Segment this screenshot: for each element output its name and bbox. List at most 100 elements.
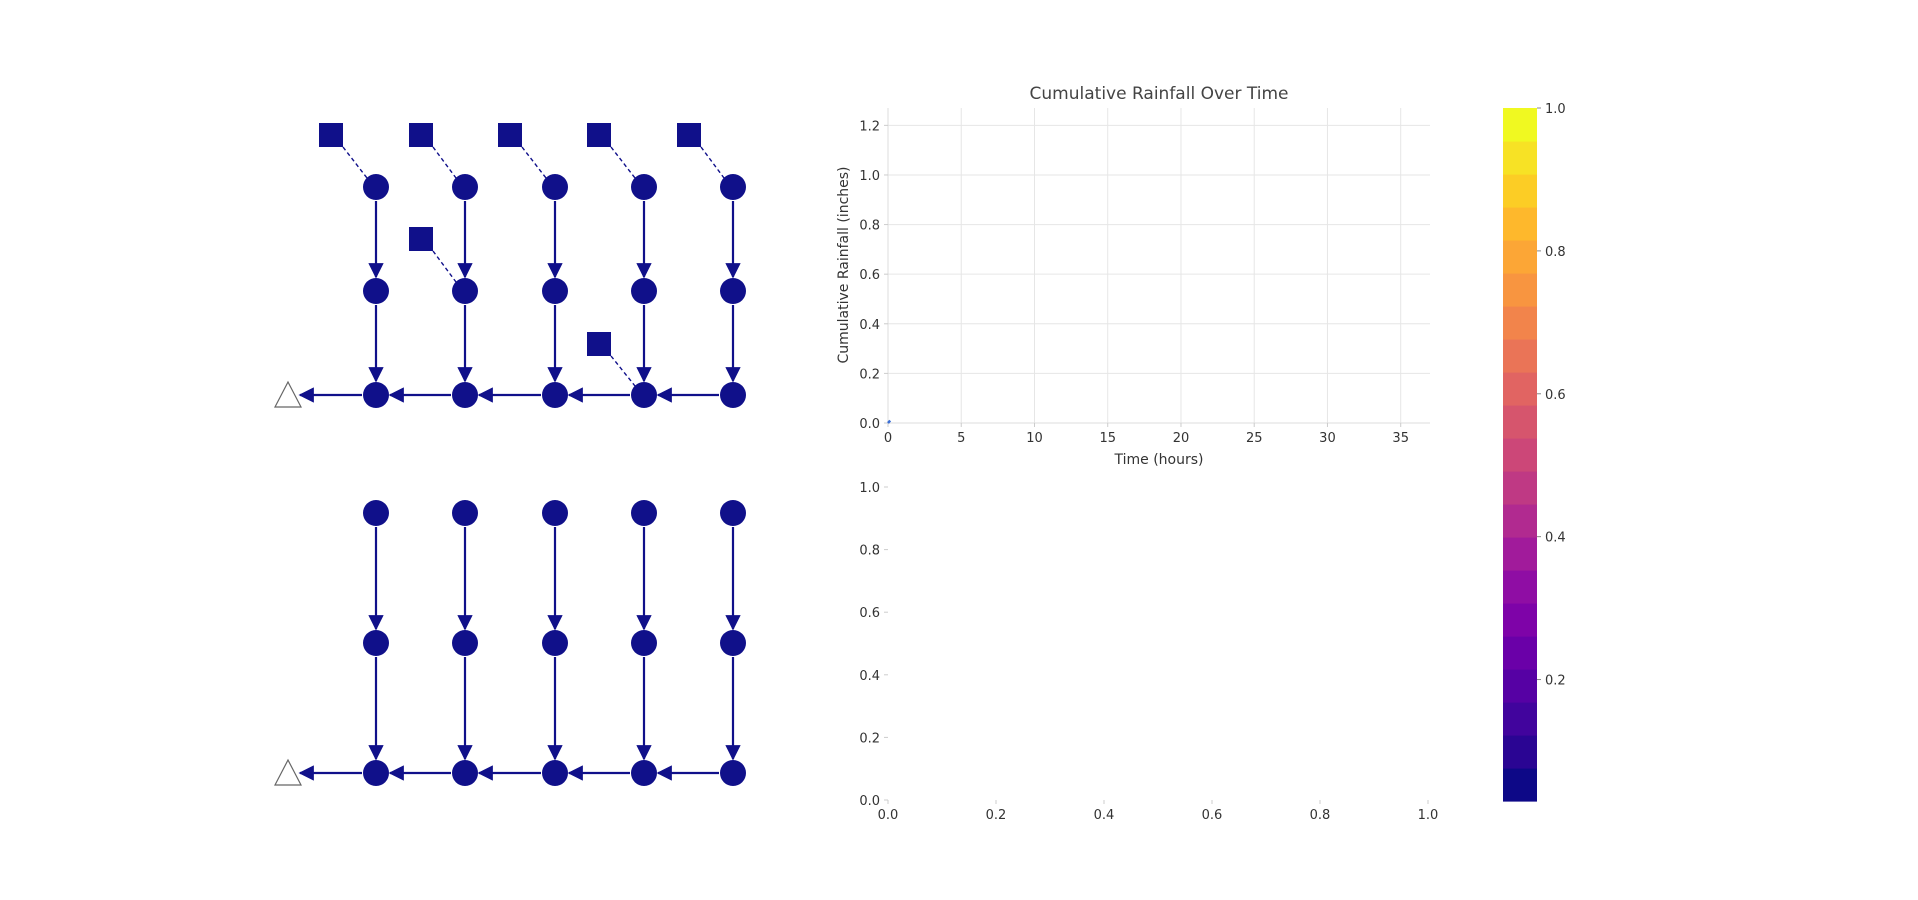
- node-circle-icon: [720, 500, 746, 526]
- node-circle-icon: [363, 174, 389, 200]
- colorbar-tick-label: 0.8: [1545, 245, 1566, 260]
- y-tick-label: 0.8: [859, 219, 880, 234]
- colorbar-segment: [1503, 537, 1537, 571]
- colorbar-segment: [1503, 207, 1537, 241]
- rain-gauge-link: [610, 355, 636, 387]
- y-tick-label: 0.0: [859, 794, 880, 809]
- rain-gauge-square-icon: [409, 123, 433, 147]
- colorbar-segment: [1503, 240, 1537, 274]
- x-tick-label: 15: [1099, 431, 1116, 446]
- x-tick-label: 1.0: [1418, 808, 1439, 823]
- node-circle-icon: [542, 174, 568, 200]
- rain-gauge-link: [521, 146, 547, 179]
- rain-gauge-square-icon: [587, 123, 611, 147]
- x-tick-label: 25: [1246, 431, 1263, 446]
- chart2-x-tick-labels: 0.0 0.2 0.4 0.6 0.8 1.0: [878, 800, 1439, 823]
- colorbar-segment: [1503, 372, 1537, 406]
- network-diagram-top: [274, 123, 746, 408]
- colorbar-segment: [1503, 735, 1537, 769]
- chart1-series: [887, 419, 892, 424]
- node-circle-icon: [452, 630, 478, 656]
- x-tick-label: 0.4: [1094, 808, 1115, 823]
- x-tick-label: 0.0: [878, 808, 899, 823]
- x-tick-label: 0.8: [1310, 808, 1331, 823]
- chart1-y-axis-label: Cumulative Rainfall (inches): [836, 166, 852, 363]
- chart1-gridlines: [887, 108, 1430, 424]
- rain-gauge-link: [432, 250, 457, 283]
- colorbar-tick-label: 0.6: [1545, 388, 1566, 403]
- colorbar-segment: [1503, 273, 1537, 307]
- node-circle-icon: [720, 760, 746, 786]
- rain-gauge-link: [432, 146, 457, 179]
- node-circle-icon: [720, 382, 746, 408]
- network-diagram-bottom: [274, 500, 746, 786]
- x-tick-label: 0: [884, 431, 892, 446]
- colorbar: 0.2 0.4 0.6 0.8 1.0: [1503, 102, 1566, 802]
- rain-gauge-link: [610, 146, 636, 179]
- colorbar-segment: [1503, 570, 1537, 604]
- x-tick-label: 35: [1392, 431, 1409, 446]
- node-circle-icon: [631, 382, 657, 408]
- node-circle-icon: [631, 760, 657, 786]
- chart1-x-tick-labels: 0 5 10 15 20 25 30 35: [884, 423, 1409, 446]
- colorbar-segment: [1503, 669, 1537, 703]
- colorbar-segment: [1503, 702, 1537, 736]
- x-tick-label: 0.2: [986, 808, 1007, 823]
- colorbar-tick-label: 0.2: [1545, 674, 1566, 689]
- x-tick-label: 20: [1173, 431, 1190, 446]
- rain-gauge-square-icon: [498, 123, 522, 147]
- chart2-y-tick-labels: 0.0 0.2 0.4 0.6 0.8 1.0: [859, 481, 888, 809]
- rain-gauge-link: [700, 146, 725, 179]
- x-tick-label: 30: [1319, 431, 1336, 446]
- empty-axes-chart: 0.0 0.2 0.4 0.6 0.8 1.0 0.0 0.2 0.4 0.6 0.8 1.0: [859, 481, 1438, 823]
- x-tick-label: 5: [957, 431, 965, 446]
- y-tick-label: 0.4: [859, 318, 880, 333]
- node-circle-icon: [631, 630, 657, 656]
- colorbar-segment: [1503, 603, 1537, 637]
- y-tick-label: 0.8: [859, 544, 880, 559]
- colorbar-segment: [1503, 174, 1537, 208]
- rain-gauge-square-icon: [677, 123, 701, 147]
- chart1-x-axis-label: Time (hours): [1114, 452, 1204, 468]
- cumulative-rainfall-chart: 0 5 10 15 20 25 30 35 0.0 0.2 0.4 0.6 0.8 1.0 1.2 Cum…: [836, 84, 1430, 468]
- node-circle-icon: [363, 630, 389, 656]
- node-circle-icon: [363, 500, 389, 526]
- node-circle-icon: [720, 278, 746, 304]
- rain-gauge-square-icon: [587, 332, 611, 356]
- node-circle-icon: [542, 278, 568, 304]
- outfall-triangle-icon: [274, 380, 302, 408]
- node-circle-icon: [631, 500, 657, 526]
- rain-gauge-square-icon: [409, 227, 433, 251]
- node-circle-icon: [542, 500, 568, 526]
- y-tick-label: 0.6: [859, 606, 880, 621]
- node-circle-icon: [363, 760, 389, 786]
- y-tick-label: 0.6: [859, 268, 880, 283]
- rainfall-series-line: [887, 419, 892, 424]
- outfall-triangle-icon: [274, 758, 302, 786]
- node-circle-icon: [452, 174, 478, 200]
- node-circle-icon: [720, 174, 746, 200]
- colorbar-segment: [1503, 339, 1537, 373]
- node-circle-icon: [631, 174, 657, 200]
- y-tick-label: 0.4: [859, 669, 880, 684]
- colorbar-segment: [1503, 405, 1537, 439]
- chart1-y-tick-labels: 0.0 0.2 0.4 0.6 0.8 1.0 1.2: [859, 119, 888, 432]
- node-circle-icon: [452, 760, 478, 786]
- node-circle-icon: [542, 760, 568, 786]
- x-tick-label: 10: [1026, 431, 1043, 446]
- node-circle-icon: [542, 382, 568, 408]
- colorbar-segment: [1503, 141, 1537, 175]
- node-circle-icon: [452, 382, 478, 408]
- colorbar-segment: [1503, 306, 1537, 340]
- node-circle-icon: [631, 278, 657, 304]
- node-circle-icon: [720, 630, 746, 656]
- colorbar-segment: [1503, 471, 1537, 505]
- colorbar-tick-label: 1.0: [1545, 102, 1566, 117]
- x-tick-label: 0.6: [1202, 808, 1223, 823]
- colorbar-segment: [1503, 438, 1537, 472]
- node-circle-icon: [452, 500, 478, 526]
- node-circle-icon: [452, 278, 478, 304]
- colorbar-segment: [1503, 504, 1537, 538]
- node-circle-icon: [542, 630, 568, 656]
- node-circle-icon: [363, 278, 389, 304]
